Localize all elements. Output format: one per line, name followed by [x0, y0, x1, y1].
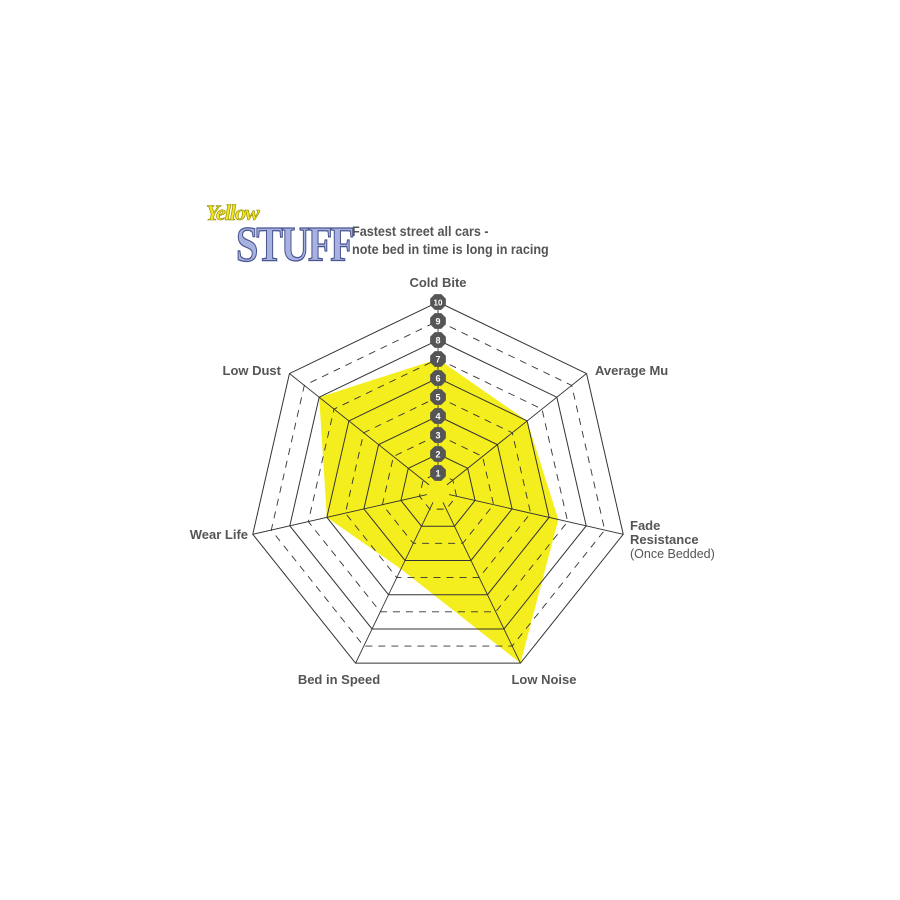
chart-note: Fastest street all cars - note bed in ti… — [352, 222, 549, 258]
grid-ring-8 — [289, 339, 587, 630]
grid-ring-2 — [400, 453, 476, 527]
axis-spoke — [449, 494, 624, 535]
yellow-stuff-logo: Yellow STUFF — [204, 200, 355, 272]
axis-label-fade: Fade — [630, 518, 660, 533]
axis-spoke — [252, 494, 427, 535]
note-line-1: Fastest street all cars - — [352, 223, 489, 239]
grid-ring-5 — [344, 396, 532, 579]
logo-text-yellow: Yellow — [206, 200, 260, 226]
tick-label: 6 — [435, 374, 440, 384]
note-line-2: note bed in time is long in racing — [352, 241, 549, 257]
axis-label-resistance: Resistance — [630, 532, 699, 547]
logo-text-stuff: STUFF — [236, 215, 356, 273]
tick-badge — [430, 351, 446, 367]
tick-badge — [430, 446, 446, 462]
tick-label: 10 — [434, 299, 443, 308]
grid-ring-7 — [307, 358, 569, 613]
axis-label: Wear Life — [190, 527, 248, 542]
data-area — [319, 359, 559, 664]
axis-label: Low Dust — [223, 363, 282, 378]
grid-ring-3 — [381, 434, 495, 544]
tick-badge — [430, 427, 446, 443]
axis-spoke — [446, 373, 587, 486]
tick-label: 1 — [435, 469, 440, 479]
axis-spoke — [289, 373, 430, 486]
axis-label: Cold Bite — [409, 275, 466, 290]
tick-label: 2 — [435, 450, 440, 460]
tick-badge — [430, 408, 446, 424]
grid-ring-10 — [252, 301, 624, 664]
tick-badge — [430, 294, 446, 310]
axis-label: Bed in Speed — [298, 672, 380, 687]
tick-badge — [430, 370, 446, 386]
tick-label: 5 — [435, 393, 440, 403]
tick-badge — [430, 465, 446, 481]
grid-ring-4 — [363, 415, 513, 561]
tick-badge — [430, 389, 446, 405]
axis-label: Low Noise — [511, 672, 576, 687]
axis-sublabel: (Once Bedded) — [630, 547, 715, 561]
axis-label: Average Mu — [595, 363, 668, 378]
tick-badge — [430, 313, 446, 329]
tick-label: 8 — [435, 336, 440, 346]
tick-label: 3 — [435, 431, 440, 441]
tick-label: 4 — [435, 412, 440, 422]
tick-label: 9 — [435, 317, 440, 327]
tick-badge — [430, 332, 446, 348]
axis-spoke — [442, 502, 521, 664]
grid-ring-9 — [270, 320, 606, 647]
grid-ring-1 — [418, 472, 458, 510]
grid-ring-6 — [326, 377, 550, 596]
tick-label: 7 — [435, 355, 440, 365]
axis-spoke — [355, 502, 434, 664]
